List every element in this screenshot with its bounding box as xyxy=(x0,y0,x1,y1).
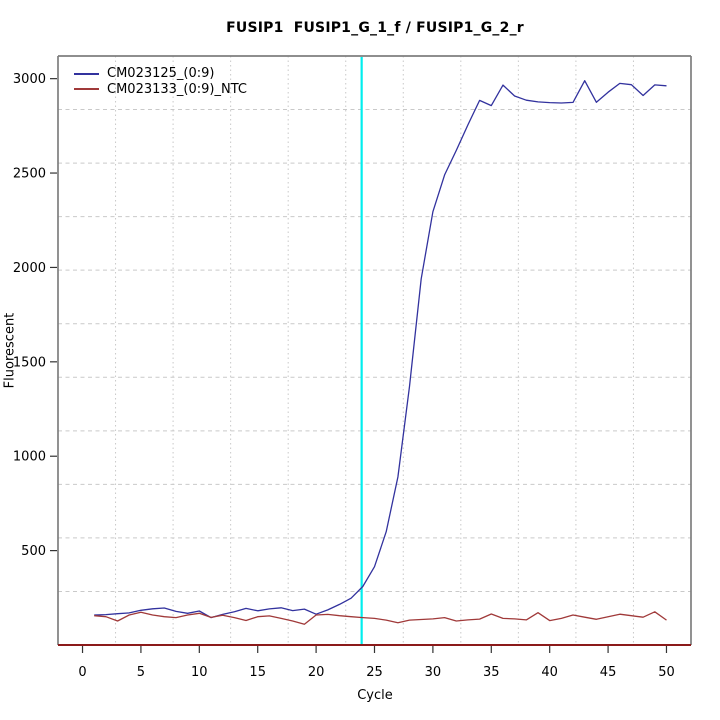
sample-series-label: CM023125_(0:9) xyxy=(107,66,215,81)
x-tick-label: 5 xyxy=(137,665,145,680)
ntc-series-swatch xyxy=(74,88,99,91)
x-tick-label: 20 xyxy=(308,665,325,680)
legend-item-sample: CM023125_(0:9) xyxy=(74,66,247,82)
sample-series-swatch xyxy=(74,72,99,75)
y-tick-label: 2500 xyxy=(13,167,46,182)
x-tick-label: 15 xyxy=(249,665,266,680)
x-tick-label: 10 xyxy=(191,665,208,680)
plot-title: FUSIP1 FUSIP1_G_1_f / FUSIP1_G_2_r xyxy=(226,20,524,36)
y-tick-label: 2000 xyxy=(13,261,46,276)
x-tick-label: 30 xyxy=(425,665,442,680)
legend: CM023125_(0:9) CM023133_(0:9)_NTC xyxy=(74,66,247,97)
x-axis-label: Cycle xyxy=(357,688,393,703)
legend-item-ntc: CM023133_(0:9)_NTC xyxy=(74,82,247,98)
x-tick-label: 25 xyxy=(366,665,383,680)
y-tick-label: 500 xyxy=(21,544,46,559)
ntc-series-line xyxy=(94,611,667,625)
y-tick-label: 3000 xyxy=(13,72,46,87)
x-tick-label: 50 xyxy=(658,665,675,680)
x-tick-label: 40 xyxy=(541,665,558,680)
x-tick-label: 0 xyxy=(78,665,86,680)
x-tick-label: 35 xyxy=(483,665,500,680)
ntc-series-label: CM023133_(0:9)_NTC xyxy=(107,81,247,97)
y-tick-label: 1500 xyxy=(13,355,46,370)
sample-series-line xyxy=(94,80,667,619)
x-tick-label: 45 xyxy=(600,665,617,680)
y-tick-label: 1000 xyxy=(13,450,46,465)
